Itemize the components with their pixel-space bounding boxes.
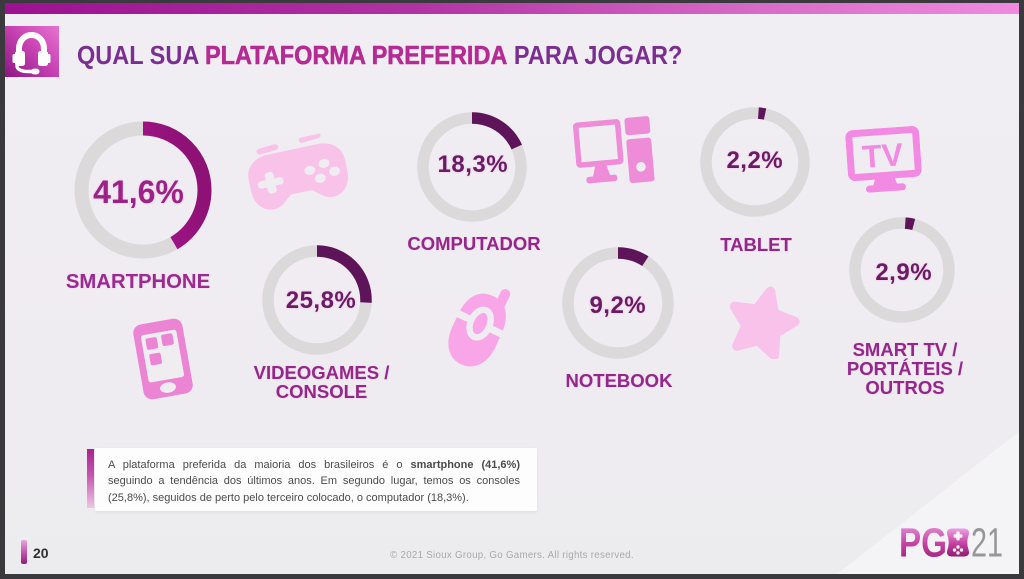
svg-text:TV: TV	[861, 136, 905, 175]
svg-text:21: 21	[971, 525, 1003, 565]
svg-text:PG: PG	[899, 525, 947, 565]
